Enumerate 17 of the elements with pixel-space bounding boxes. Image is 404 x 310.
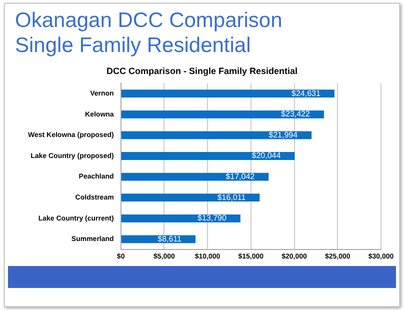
bar bbox=[121, 131, 312, 140]
data-label: $24,631 bbox=[292, 88, 321, 98]
data-label: $21,994 bbox=[268, 130, 298, 140]
bar bbox=[121, 152, 295, 160]
data-label: $17,042 bbox=[226, 172, 256, 182]
data-label: $20,044 bbox=[252, 151, 282, 160]
bar bbox=[121, 214, 240, 222]
data-label: $13,790 bbox=[197, 214, 227, 223]
bar bbox=[121, 90, 334, 98]
bar bbox=[121, 110, 324, 118]
bar bbox=[121, 172, 269, 181]
data-label: $8,611 bbox=[158, 234, 182, 244]
data-label: $16,011 bbox=[217, 192, 246, 202]
data-label: $23,422 bbox=[281, 110, 310, 119]
chart-title: Okanagan DCC Comparison Single Family Residential bbox=[15, 8, 282, 58]
chart-subtitle: DCC Comparison - Single Family Residential bbox=[105, 66, 299, 76]
bar bbox=[121, 194, 260, 202]
